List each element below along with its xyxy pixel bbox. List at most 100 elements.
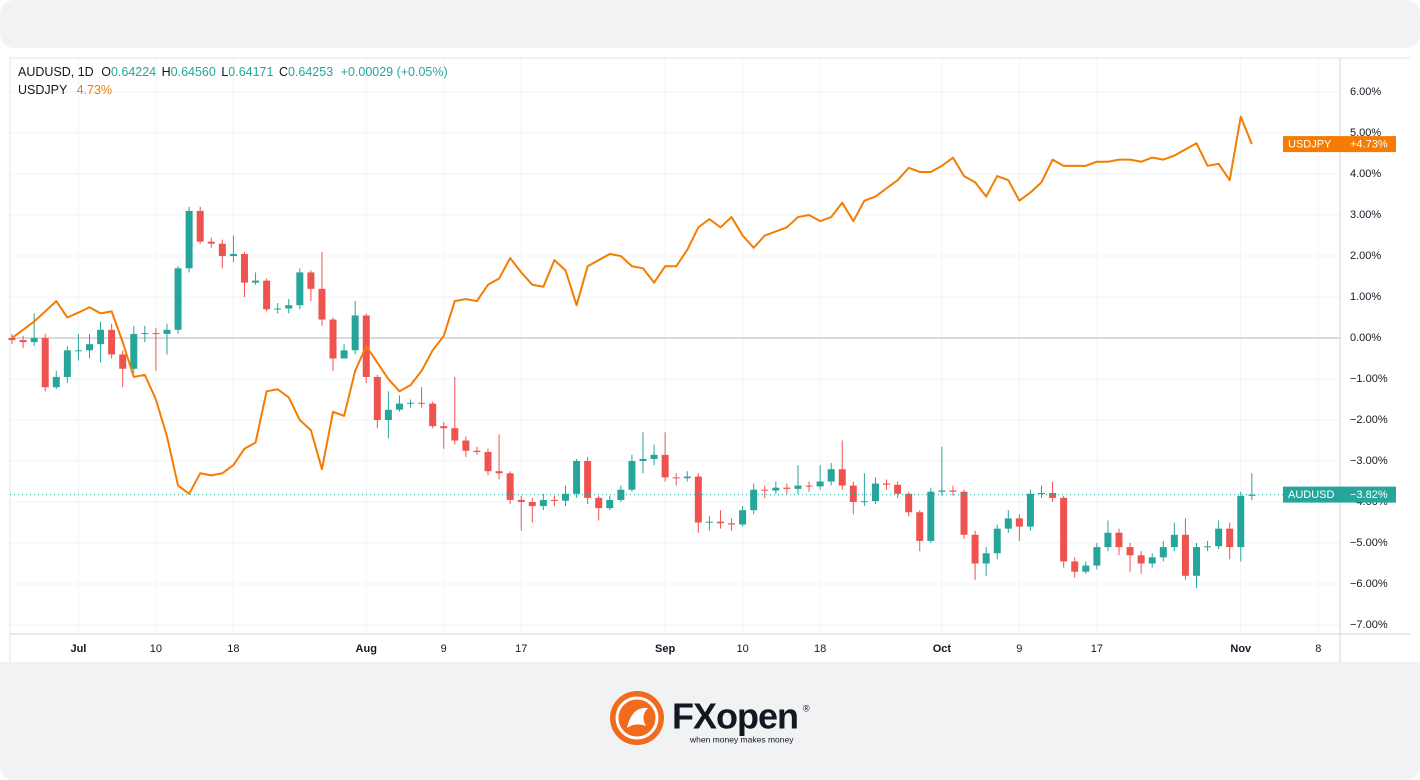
legend-symbol: AUDUSD, 1D <box>18 65 94 79</box>
candle-body <box>694 476 702 523</box>
candle-body <box>794 485 802 489</box>
candle-body <box>1137 555 1145 564</box>
candle-body <box>218 243 226 257</box>
candle-body <box>539 499 547 507</box>
candle-body <box>1192 547 1200 576</box>
x-tick-label: Oct <box>933 643 952 655</box>
x-tick-label: 9 <box>1016 643 1022 655</box>
x-tick-label: Aug <box>356 643 377 655</box>
candle-body <box>41 338 49 388</box>
candle-body <box>229 253 237 257</box>
brand-tagline: when money makes money <box>689 734 794 744</box>
candle-body <box>407 402 415 404</box>
x-tick-label: 18 <box>227 643 239 655</box>
x-tick-label: 10 <box>736 643 748 655</box>
candle-body <box>761 489 769 491</box>
legend-field-label: L <box>221 65 228 79</box>
candle-body <box>74 350 82 352</box>
top-band <box>0 0 1420 48</box>
candle-body <box>528 501 536 507</box>
candle-body <box>672 477 680 479</box>
candle-body <box>1126 547 1134 556</box>
y-tick-label: −3.00% <box>1350 455 1388 467</box>
line-series <box>11 115 1253 495</box>
candle-body <box>562 493 569 501</box>
y-tick-label: 0.00% <box>1350 332 1381 344</box>
candle-body <box>1226 528 1234 548</box>
x-tick-label: 9 <box>441 643 447 655</box>
y-tick-label: 2.00% <box>1350 250 1381 262</box>
candle-body <box>860 501 868 503</box>
candle-body <box>351 315 359 351</box>
candle-body <box>1148 557 1156 564</box>
brand-name: FXopen <box>672 696 798 737</box>
legend-field-value: 0.64253 <box>288 65 333 79</box>
candle-body <box>750 489 758 511</box>
candle-body <box>938 490 946 492</box>
candle-body <box>1170 534 1178 548</box>
brand: FXopen when money makes money ® <box>610 691 810 745</box>
x-tick-label: Sep <box>655 643 675 655</box>
candle-body <box>495 471 503 474</box>
candle-body <box>960 491 968 535</box>
candle-body <box>606 499 614 509</box>
x-tick-label: 18 <box>814 643 826 655</box>
candle-body <box>429 403 437 427</box>
candle-body <box>982 553 990 564</box>
logo-ring <box>615 696 659 740</box>
candle-body <box>484 451 492 472</box>
legend-row: USDJPY 4.73% <box>18 83 112 97</box>
candle-body <box>661 454 669 478</box>
candle-body <box>30 338 38 343</box>
candle-body <box>827 469 835 482</box>
candle-body <box>451 428 459 441</box>
candle-body <box>573 460 581 494</box>
candle-body <box>916 512 924 541</box>
candle-body <box>1049 492 1057 498</box>
candle-body <box>506 473 514 500</box>
candle-body <box>816 481 824 487</box>
bottom-band-edge <box>0 662 1420 682</box>
candle-body <box>97 329 105 345</box>
candle-body <box>185 210 193 269</box>
candle-body <box>141 333 149 335</box>
legend-field-value: 0.64224 <box>111 65 156 79</box>
y-tick-label: −1.00% <box>1350 373 1388 385</box>
candle-body <box>628 460 636 490</box>
candle-body <box>285 305 293 309</box>
candle-body <box>373 376 381 420</box>
candle-body <box>1248 494 1256 496</box>
candle-body <box>728 523 736 525</box>
candle-body <box>296 272 304 306</box>
x-tick-label: 17 <box>1091 643 1103 655</box>
candle-body <box>329 319 337 359</box>
candle-body <box>274 308 282 310</box>
candle-body <box>550 499 558 501</box>
legend-series-value: 4.73% <box>77 83 112 97</box>
y-tick-label: 4.00% <box>1350 168 1381 180</box>
candle-body <box>1004 518 1012 529</box>
candle-body <box>119 354 127 369</box>
logo-figure <box>627 707 648 728</box>
candle-body <box>130 333 138 369</box>
y-tick-label: 6.00% <box>1350 86 1381 98</box>
candle-body <box>1115 532 1123 548</box>
legend-row: AUDUSD, 1D O0.64224 H0.64560 L0.64171 C0… <box>18 65 448 79</box>
candle-body <box>517 499 525 502</box>
candle-body <box>1215 528 1223 547</box>
candle-body <box>1159 547 1167 558</box>
candle-body <box>772 487 780 491</box>
candle-body <box>240 253 248 283</box>
candle-body <box>418 402 426 404</box>
candle-body <box>883 483 891 485</box>
y-tick-label: 5.00% <box>1350 127 1381 139</box>
candle-body <box>716 521 724 524</box>
plot-background <box>10 58 1410 662</box>
candle-body <box>152 333 160 335</box>
price-tag-name: AUDUSD <box>1288 489 1335 501</box>
candle-body <box>196 210 204 242</box>
candle-body <box>1104 532 1112 548</box>
candle-body <box>705 521 713 523</box>
candle-body <box>462 440 470 451</box>
candle-body <box>440 426 448 429</box>
